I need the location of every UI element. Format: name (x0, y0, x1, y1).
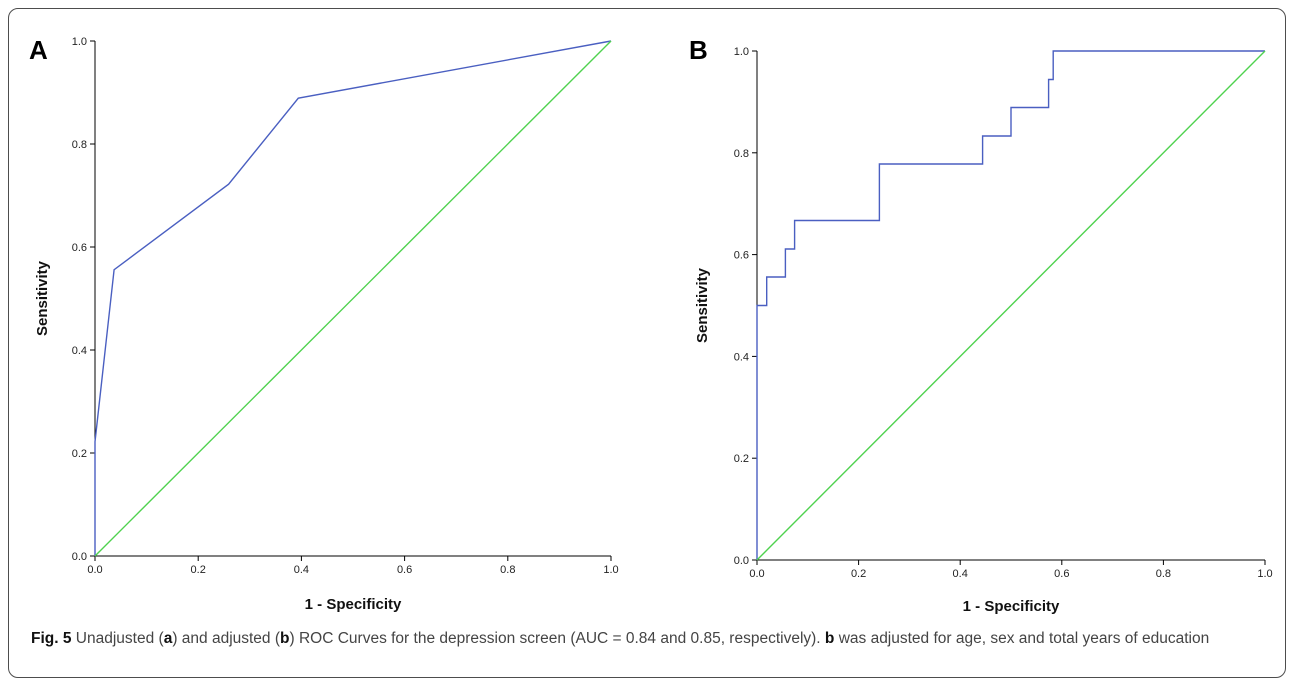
y-axis-title: Sensitivity (694, 267, 711, 343)
roc-curve-line (756, 50, 1265, 560)
x-tick-label: 0.0 (749, 568, 764, 580)
y-tick-label: 0.4 (734, 351, 749, 363)
x-axis-title: 1 - Specificity (963, 598, 1060, 615)
panel-letter: A (29, 35, 48, 65)
y-tick-label: 1.0 (72, 36, 87, 48)
y-tick-label: 0.8 (734, 148, 749, 160)
caption-b-ref-2: b (824, 630, 835, 647)
y-tick-label: 0.8 (72, 139, 87, 151)
x-tick-label: 0.0 (87, 564, 102, 576)
x-tick-label: 0.2 (851, 568, 866, 580)
y-tick-label: 0.6 (734, 250, 749, 262)
x-axis-title: 1 - Specificity (305, 596, 402, 613)
figure-caption: Fig. 5 Unadjusted (a) and adjusted (b) R… (31, 628, 1281, 650)
y-tick-label: 0.0 (734, 555, 749, 567)
x-tick-label: 1.0 (603, 564, 618, 576)
x-tick-label: 0.2 (191, 564, 206, 576)
caption-text-1: Unadjusted ( (71, 630, 164, 647)
y-tick-label: 0.2 (72, 448, 87, 460)
x-tick-label: 0.6 (1054, 568, 1069, 580)
panel-b: B 0.0 0.2 0.4 0.6 0.8 1.0 0.0 0.2 0.4 0.6 0.8 1.0 1 -… (689, 35, 1273, 615)
caption-a-ref: a (163, 630, 173, 647)
y-tick-label: 1.0 (734, 46, 749, 58)
y-tick-label: 0.4 (72, 345, 87, 357)
roc-curve-line (94, 40, 612, 556)
y-tick-label: 0.0 (72, 551, 87, 563)
x-tick-label: 1.0 (1257, 568, 1272, 580)
caption-text-4: was adjusted for age, sex and total year… (834, 630, 1210, 647)
x-tick-label: 0.6 (397, 564, 412, 576)
x-tick-label: 0.4 (294, 564, 309, 576)
reference-diagonal-line (94, 40, 612, 557)
y-axis-title: Sensitivity (34, 260, 51, 336)
figure-frame: A 0.0 0.2 0.4 0.6 0.8 1.0 0.0 0.2 0.4 0.6 0.8 1.0 1 -… (8, 8, 1286, 678)
caption-fig-label: Fig. 5 (31, 630, 72, 647)
panel-a: A 0.0 0.2 0.4 0.6 0.8 1.0 0.0 0.2 0.4 0.6 0.8 1.0 1 -… (29, 35, 619, 613)
caption-text-2: ) and adjusted ( (172, 630, 281, 647)
roc-charts: A 0.0 0.2 0.4 0.6 0.8 1.0 0.0 0.2 0.4 0.6 0.8 1.0 1 -… (29, 35, 1273, 615)
reference-diagonal-line (756, 50, 1266, 561)
x-tick-label: 0.8 (1156, 568, 1171, 580)
x-tick-label: 0.4 (953, 568, 968, 580)
panel-letter: B (689, 35, 708, 65)
caption-text-3: ) ROC Curves for the depression screen (… (289, 630, 825, 647)
y-tick-label: 0.6 (72, 242, 87, 254)
x-tick-label: 0.8 (500, 564, 515, 576)
caption-b-ref: b (280, 630, 290, 647)
y-tick-label: 0.2 (734, 453, 749, 465)
